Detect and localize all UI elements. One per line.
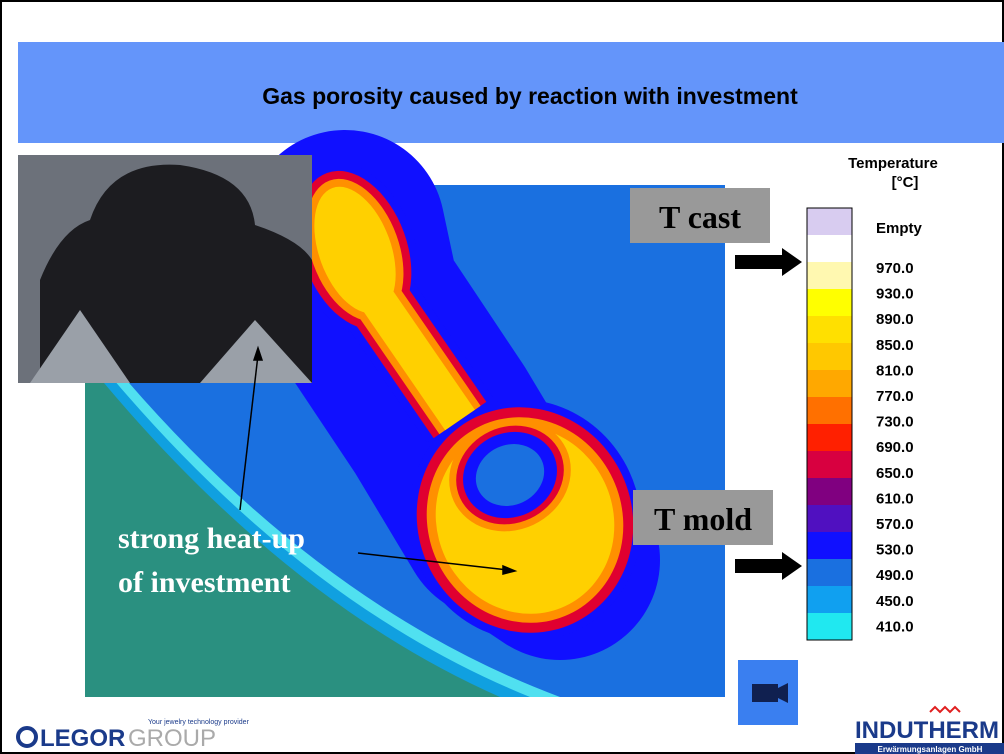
annotation-arrows [239,345,518,575]
legend-label: 930.0 [876,286,914,303]
label: T cast [659,199,741,235]
legend-label: 570.0 [876,516,914,533]
legend-border [806,207,853,641]
simulation-image [85,130,725,697]
annotation-line: of investment [118,566,290,599]
legend-label: 490.0 [876,567,914,584]
legend-swatch [807,208,852,235]
legend-label: 530.0 [876,542,914,559]
camera-button[interactable] [738,660,798,725]
legend: Empty 970.0 930.0 890.0 850.0 810.0 770.0 730.0… [806,207,923,641]
legend-swatch [807,370,852,397]
arrow [735,552,802,580]
legend-swatch [807,532,852,559]
logo-tagline: Your jewelry technology provider [148,719,250,726]
legend-swatch [807,262,852,289]
label-box [633,490,773,545]
legend-label: 770.0 [876,388,914,405]
legend-label: 850.0 [876,337,914,354]
legend-swatch [807,505,852,532]
legend-swatch [807,586,852,613]
legend-swatch [807,478,852,505]
label: T mold [654,501,752,537]
slide-title: Gas porosity caused by reaction with inv… [262,83,798,109]
indutherm-logo: INDUTHERM Erwärmungsanlagen GmbH [855,705,1004,754]
logo-text: LEGOR [40,725,125,752]
legend-title: [°C] [892,174,919,191]
legend-swatch [807,235,852,262]
photo [18,155,312,383]
logo-text: GROUP [128,725,216,752]
annotation-line: strong heat-up [118,522,305,555]
legend-swatch [807,559,852,586]
logo-subtext: Erwärmungsanlagen GmbH [878,745,983,754]
legend-swatch [807,343,852,370]
arrow [735,248,802,276]
legend-label: 610.0 [876,490,914,507]
legend-label: 730.0 [876,414,914,431]
logo-text: INDUTHERM [855,717,999,744]
legend-label: 450.0 [876,593,914,610]
legend-label: 650.0 [876,465,914,482]
legend-label: 810.0 [876,362,914,379]
legor-logo: LEGOR GROUP Your jewelry technology prov… [16,719,250,752]
header-band [18,42,1004,143]
legend-swatch [807,397,852,424]
legend-label: 890.0 [876,311,914,328]
legend-label: Empty [876,220,923,237]
legend-swatch [807,451,852,478]
legend-label: 690.0 [876,439,914,456]
legend-swatch [807,316,852,343]
label-box [630,188,770,243]
legend-swatch [807,613,852,640]
legend-title: Temperature [848,155,938,172]
legend-swatch [807,424,852,451]
legend-label: 410.0 [876,618,914,635]
legend-label: 970.0 [876,260,914,277]
legend-swatch [807,289,852,316]
